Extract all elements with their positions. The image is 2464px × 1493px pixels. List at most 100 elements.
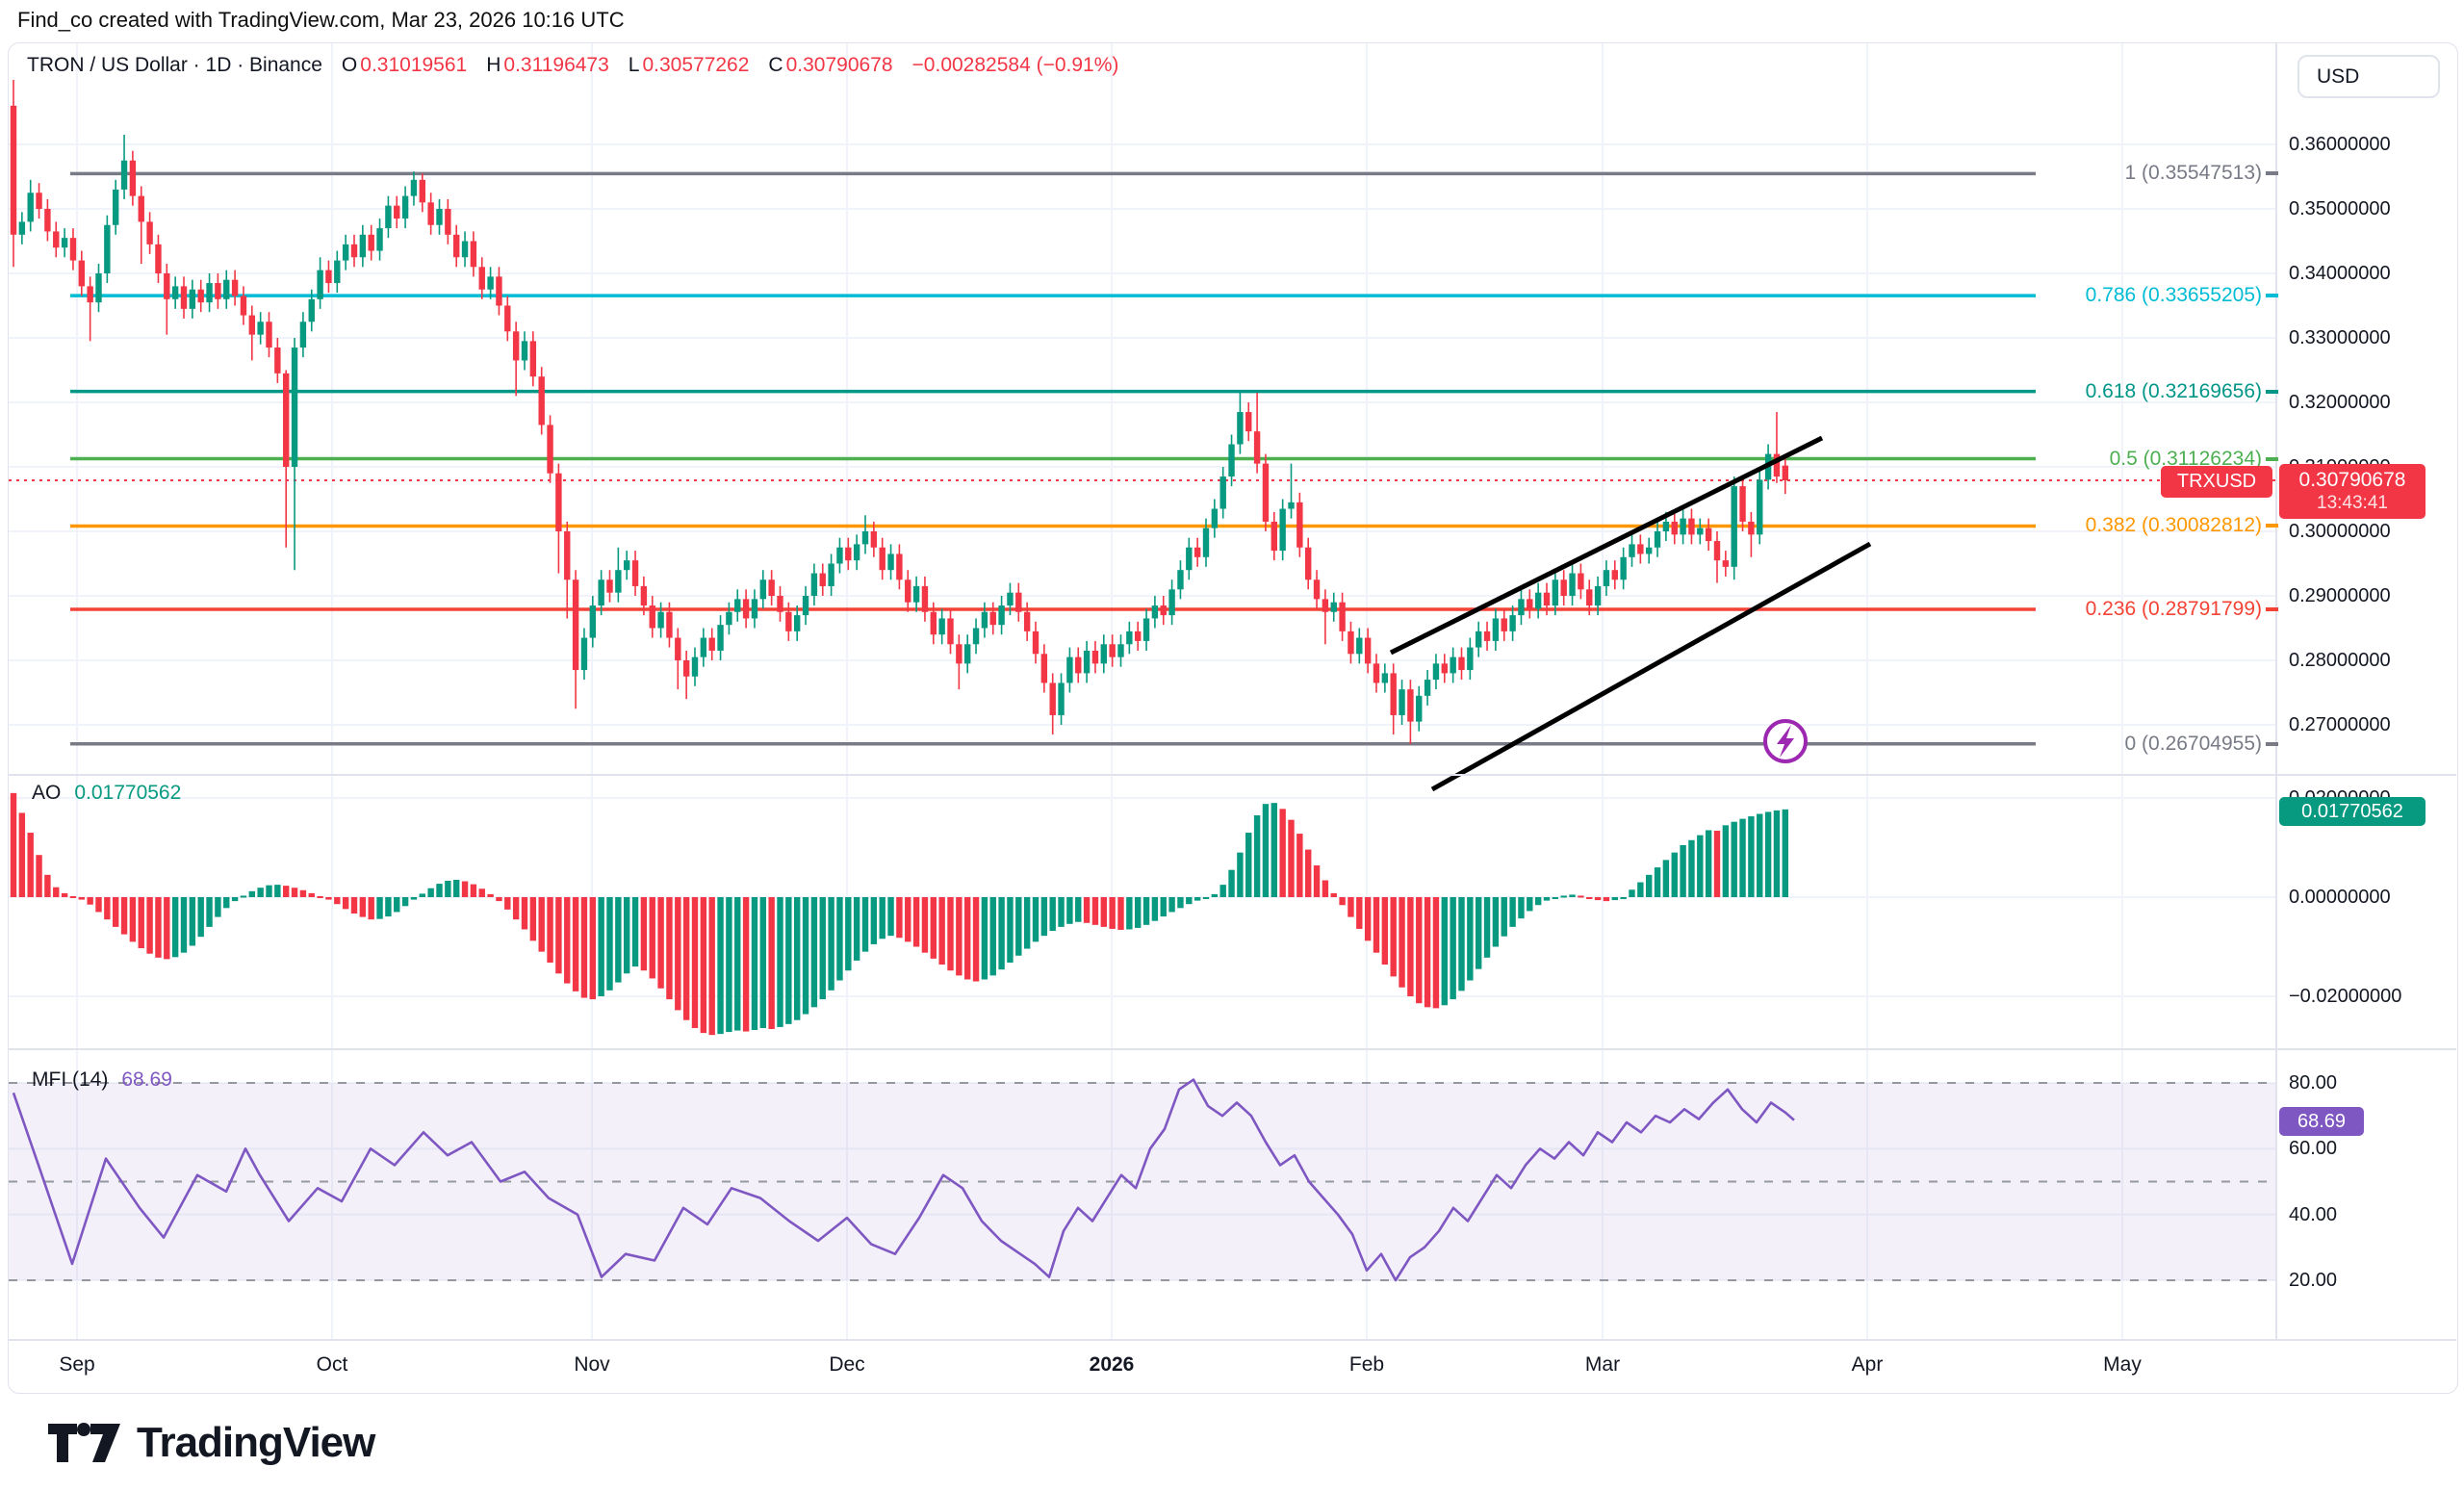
ao-bar	[853, 897, 860, 961]
candle-body	[785, 611, 792, 631]
candle-body	[1253, 431, 1261, 464]
ao-bar	[1399, 897, 1405, 988]
candle-body	[1202, 528, 1210, 557]
candle-body	[1629, 544, 1635, 557]
candle-body	[1262, 463, 1270, 522]
candle-body	[1194, 547, 1201, 557]
trendline-drawing[interactable]	[1430, 541, 1872, 792]
mfi-indicator-legend: MFI (14) 68.69	[32, 1068, 172, 1092]
ao-bar	[1168, 897, 1175, 913]
candle-body	[682, 660, 690, 677]
candle-body	[496, 276, 502, 306]
ao-bar	[785, 897, 792, 1024]
currency-toggle-button[interactable]: USD	[2297, 55, 2440, 98]
time-axis-label: Feb	[1348, 1353, 1385, 1376]
candle-body	[10, 105, 17, 235]
candle-body	[1305, 547, 1312, 580]
candle-body	[231, 279, 239, 296]
ao-bar	[810, 897, 818, 1008]
ao-bar	[197, 897, 204, 938]
ao-bar	[1688, 839, 1695, 897]
candle-body	[325, 270, 332, 284]
ao-bar	[1288, 819, 1295, 897]
candle-body	[401, 195, 409, 219]
candle-body	[1458, 656, 1465, 671]
candle-body	[631, 560, 639, 586]
symbol-price-label-badge: TRXUSD	[2161, 466, 2272, 498]
ao-bar	[410, 897, 418, 900]
ao-bar	[1211, 893, 1219, 897]
candle-body	[487, 276, 494, 290]
candle-body	[453, 234, 460, 258]
ao-bar	[189, 897, 196, 946]
trendline-drawing[interactable]	[1389, 435, 1824, 656]
candle-body	[845, 547, 852, 561]
ao-bar	[1117, 897, 1124, 930]
ao-bar	[266, 885, 272, 897]
ao-bar	[572, 897, 579, 991]
candle-body	[376, 228, 383, 251]
ao-bar	[129, 897, 137, 942]
ao-bar	[1603, 897, 1610, 902]
ao-bar	[794, 897, 801, 1020]
mfi-axis-label: 60.00	[2289, 1138, 2338, 1160]
candle-body	[189, 289, 196, 309]
candle-body	[1023, 611, 1031, 631]
ao-bar	[1713, 830, 1721, 897]
candle-body	[291, 348, 298, 467]
ao-bar	[1313, 865, 1321, 897]
candle-body	[146, 221, 153, 245]
price-axis-label: 0.33000000	[2289, 327, 2391, 348]
ao-bar	[10, 792, 17, 897]
tradingview-logo-mark	[48, 1423, 120, 1462]
time-axis-label: Sep	[59, 1353, 95, 1376]
lightning-event-icon[interactable]	[1763, 719, 1808, 763]
candle-body	[461, 241, 469, 258]
candle-body	[394, 205, 400, 219]
ao-bar	[624, 897, 630, 974]
candle-body	[1450, 656, 1456, 674]
price-axis-label: 0.35000000	[2289, 198, 2391, 219]
price-axis-label: 0.27000000	[2289, 714, 2391, 735]
ao-bar	[666, 897, 673, 1000]
candle-body	[1296, 502, 1303, 548]
fib-level-label: 0.786 (0.33655205)	[2085, 284, 2262, 307]
candle-body	[1348, 631, 1354, 655]
candle-body	[1313, 579, 1321, 600]
candle-body	[1364, 637, 1372, 664]
candle-body	[436, 209, 443, 225]
candle-body	[615, 570, 622, 593]
ao-bar	[1492, 897, 1500, 947]
ao-bar	[1552, 897, 1559, 899]
candle-body	[385, 205, 392, 229]
ao-bar	[1160, 897, 1167, 917]
candle-body	[164, 273, 170, 299]
candlestick-series	[10, 80, 1788, 745]
ao-bar	[1764, 811, 1772, 897]
ao-bar	[751, 897, 758, 1031]
ao-bar	[564, 897, 571, 984]
ao-bar	[538, 897, 545, 952]
candle-body	[887, 553, 894, 571]
legend-high: H 0.31196473	[486, 54, 609, 76]
ao-bar	[36, 855, 42, 897]
candle-body	[930, 611, 937, 635]
ao-label: AO	[32, 782, 62, 804]
candle-body	[1543, 592, 1551, 606]
ao-bar	[215, 897, 221, 917]
ao-bar	[759, 897, 766, 1028]
candle-body	[768, 579, 775, 596]
ao-bar	[1731, 821, 1737, 897]
candle-body	[1032, 631, 1040, 655]
ao-bar	[708, 897, 715, 1036]
ao-bar	[930, 897, 937, 959]
candle-body	[197, 289, 204, 303]
candle-body	[1066, 656, 1073, 683]
candle-body	[1705, 528, 1712, 542]
ao-bar	[1534, 897, 1542, 906]
candle-body	[138, 195, 144, 222]
ao-bar	[1194, 897, 1201, 901]
candle-body	[1671, 521, 1678, 535]
ao-bar	[206, 897, 213, 927]
